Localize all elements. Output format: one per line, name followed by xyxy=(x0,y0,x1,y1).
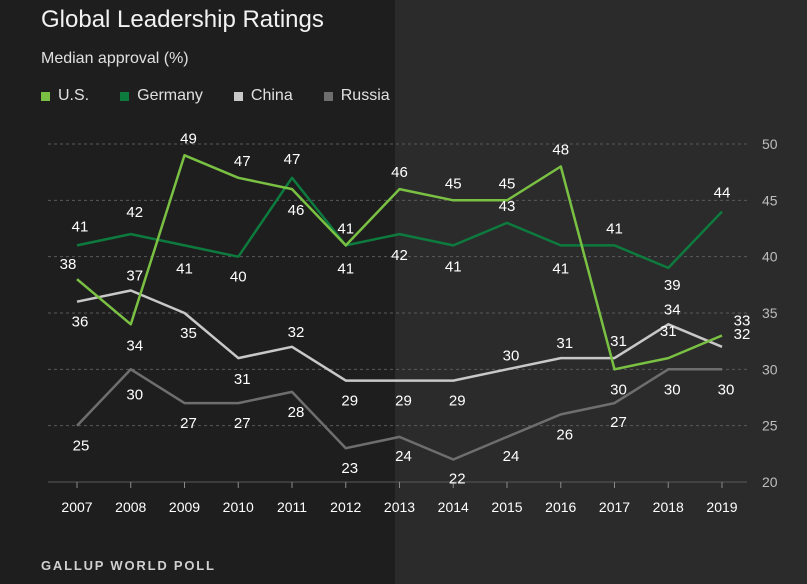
series-lines xyxy=(76,154,723,461)
y-tick-label: 50 xyxy=(762,136,778,152)
legend-swatch-russia xyxy=(323,91,333,101)
legend-swatch-germany xyxy=(120,91,130,101)
data-label-russia: 27 xyxy=(610,414,627,431)
data-label-china: 37 xyxy=(126,267,143,284)
x-tick-label: 2014 xyxy=(438,499,469,515)
data-label-china: 34 xyxy=(664,301,681,318)
x-tick-label: 2013 xyxy=(384,499,415,515)
data-label-u-s: 45 xyxy=(499,175,516,192)
data-label-u-s: 38 xyxy=(60,256,77,273)
data-label-u-s: 30 xyxy=(610,381,627,398)
data-label-china: 29 xyxy=(449,393,466,410)
data-label-china: 29 xyxy=(395,393,412,410)
legend-swatch-us xyxy=(41,91,50,101)
y-tick-label: 35 xyxy=(762,305,778,321)
legend-item-germany: Germany xyxy=(120,87,203,105)
x-tick-label: 2011 xyxy=(277,499,307,515)
data-label-germany: 40 xyxy=(230,269,247,286)
data-label-u-s: 31 xyxy=(660,323,677,340)
data-label-u-s: 47 xyxy=(234,153,251,170)
legend-item-china: China xyxy=(233,87,293,105)
data-label-germany: 41 xyxy=(176,260,193,277)
x-tick-label: 2012 xyxy=(330,499,361,515)
series-line-russia xyxy=(76,368,722,461)
y-tick-label: 25 xyxy=(762,418,778,434)
source-footer: GALLUP WORLD POLL xyxy=(41,558,216,573)
data-label-russia: 24 xyxy=(395,448,412,465)
data-label-germany: 47 xyxy=(284,151,301,168)
data-label-u-s: 46 xyxy=(288,202,305,219)
x-tick-label: 2019 xyxy=(706,499,737,515)
y-tick-label: 20 xyxy=(762,474,778,490)
data-label-germany: 43 xyxy=(499,198,516,215)
data-label-u-s: 34 xyxy=(126,337,143,354)
series-line-u-s xyxy=(76,154,723,371)
data-label-germany: 41 xyxy=(337,260,354,277)
data-label-china: 29 xyxy=(341,393,358,410)
series-line-germany xyxy=(76,176,723,270)
data-label-china: 30 xyxy=(503,347,520,364)
data-label-russia: 27 xyxy=(180,415,197,432)
data-label-china: 31 xyxy=(556,335,573,352)
chart-subtitle: Median approval (%) xyxy=(41,50,189,67)
data-label-russia: 23 xyxy=(341,460,358,477)
data-label-china: 31 xyxy=(610,333,627,350)
legend-label-russia: Russia xyxy=(340,87,390,104)
data-label-russia: 27 xyxy=(234,415,251,432)
data-label-germany: 42 xyxy=(391,247,408,264)
data-label-russia: 22 xyxy=(449,470,466,487)
data-label-china: 31 xyxy=(234,371,251,388)
data-label-russia: 28 xyxy=(288,404,305,421)
data-label-russia: 25 xyxy=(73,438,90,455)
series-line-china xyxy=(76,289,723,382)
x-tick-label: 2017 xyxy=(599,499,630,515)
data-label-russia: 30 xyxy=(718,381,735,398)
data-label-germany: 39 xyxy=(664,277,681,294)
x-tick-label: 2010 xyxy=(223,499,254,515)
x-tick-label: 2008 xyxy=(115,499,146,515)
x-tick-label: 2007 xyxy=(61,499,92,515)
legend-label-germany: Germany xyxy=(137,87,203,104)
data-label-china: 36 xyxy=(72,314,89,331)
data-label-russia: 30 xyxy=(126,386,143,403)
chart-title: Global Leadership Ratings xyxy=(41,6,324,33)
data-label-russia: 30 xyxy=(664,381,681,398)
x-tick-label: 2009 xyxy=(169,499,200,515)
data-label-germany: 42 xyxy=(126,204,143,221)
data-label-china: 32 xyxy=(288,324,305,341)
y-tick-label: 40 xyxy=(762,249,778,265)
legend-label-china: China xyxy=(250,87,293,104)
data-label-germany: 44 xyxy=(714,185,731,202)
data-label-u-s: 33 xyxy=(734,313,751,330)
data-label-u-s: 49 xyxy=(180,130,197,147)
data-label-u-s: 48 xyxy=(552,142,569,159)
data-label-u-s: 45 xyxy=(445,175,462,192)
data-label-u-s: 41 xyxy=(337,220,354,237)
x-axis-ticks: 2007 2008 2009 2010 2011 2012 2013 2014 2015 2016… xyxy=(61,482,738,515)
data-label-germany: 41 xyxy=(72,218,89,235)
data-label-u-s: 46 xyxy=(391,164,408,181)
legend-item-us: U.S. xyxy=(41,87,89,105)
y-tick-label: 45 xyxy=(762,192,778,208)
data-label-china: 32 xyxy=(734,326,751,343)
data-label-russia: 26 xyxy=(556,426,573,443)
data-label-russia: 24 xyxy=(503,448,520,465)
legend-swatch-china xyxy=(233,91,243,101)
y-axis-ticks: 20 25 30 35 40 45 50 xyxy=(762,136,778,490)
data-label-china: 35 xyxy=(180,325,197,342)
data-label-germany: 41 xyxy=(606,220,623,237)
x-tick-label: 2016 xyxy=(545,499,576,515)
gridlines xyxy=(48,143,747,483)
x-tick-label: 2015 xyxy=(491,499,522,515)
legend: U.S. Germany China Russia xyxy=(41,87,421,105)
data-label-germany: 41 xyxy=(445,258,462,275)
x-tick-label: 2018 xyxy=(653,499,684,515)
y-tick-label: 30 xyxy=(762,361,778,377)
legend-label-us: U.S. xyxy=(58,87,90,104)
legend-item-russia: Russia xyxy=(323,87,390,105)
data-labels: 38 34 49 47 46 41 46 45 45 48 30 31 33 41 42 41 40 47 41 42… xyxy=(60,130,751,487)
data-label-germany: 41 xyxy=(552,260,569,277)
